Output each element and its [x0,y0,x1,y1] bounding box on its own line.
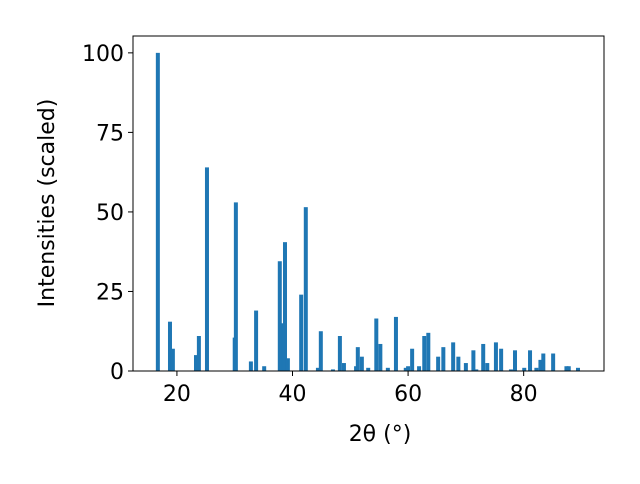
bar [282,242,287,371]
bar [318,331,323,371]
bar [538,359,543,371]
bar [299,294,304,371]
bar [575,367,580,371]
bar [366,367,371,371]
bar [315,367,320,371]
bar [528,350,533,371]
bar [330,369,335,371]
bar [393,316,398,371]
bar [541,353,546,371]
bar [481,343,486,371]
y-tick-label: 25 [96,280,124,305]
bar [285,358,290,371]
bar [426,332,431,371]
bar [564,366,569,371]
bar [493,342,498,371]
bar [566,366,571,371]
bar [551,353,556,371]
bar [417,366,422,371]
bar [508,369,513,371]
bar [436,356,441,371]
bar [463,363,468,371]
bar [485,363,490,371]
x-axis-label: 2θ (°) [349,422,412,447]
bar [341,363,346,371]
bar [196,336,201,371]
bar [155,52,160,371]
bar [254,310,259,371]
bar [513,350,518,371]
x-tick-label: 80 [510,382,538,407]
bar [422,336,427,371]
bar [522,367,527,371]
bar [451,342,456,371]
bar [441,347,446,371]
bar [277,261,282,371]
bar [303,207,308,371]
bar [337,336,342,371]
x-tick-label: 60 [394,382,422,407]
bar [233,202,238,371]
x-tick-label: 20 [163,382,191,407]
y-tick-label: 100 [82,42,124,67]
bar [359,356,364,371]
bar [410,348,415,371]
bar [499,348,504,371]
bar [406,366,411,371]
bar [385,367,390,371]
y-tick-label: 75 [96,121,124,146]
bar [204,167,209,371]
bar [262,366,267,371]
bar [471,350,476,371]
bar [170,348,175,371]
y-tick-label: 0 [110,360,124,385]
plot-frame [132,35,605,372]
y-axis-label: Intensities (scaled) [35,99,60,308]
bar [355,347,360,371]
bar [534,367,539,371]
x-tick-label: 40 [279,382,307,407]
bar [403,367,408,371]
bar [456,356,461,371]
bar [378,343,383,371]
bar [474,369,479,371]
bar [193,355,198,371]
bar [374,318,379,371]
y-tick-label: 50 [96,201,124,226]
bar [248,361,253,371]
bar [167,321,172,371]
